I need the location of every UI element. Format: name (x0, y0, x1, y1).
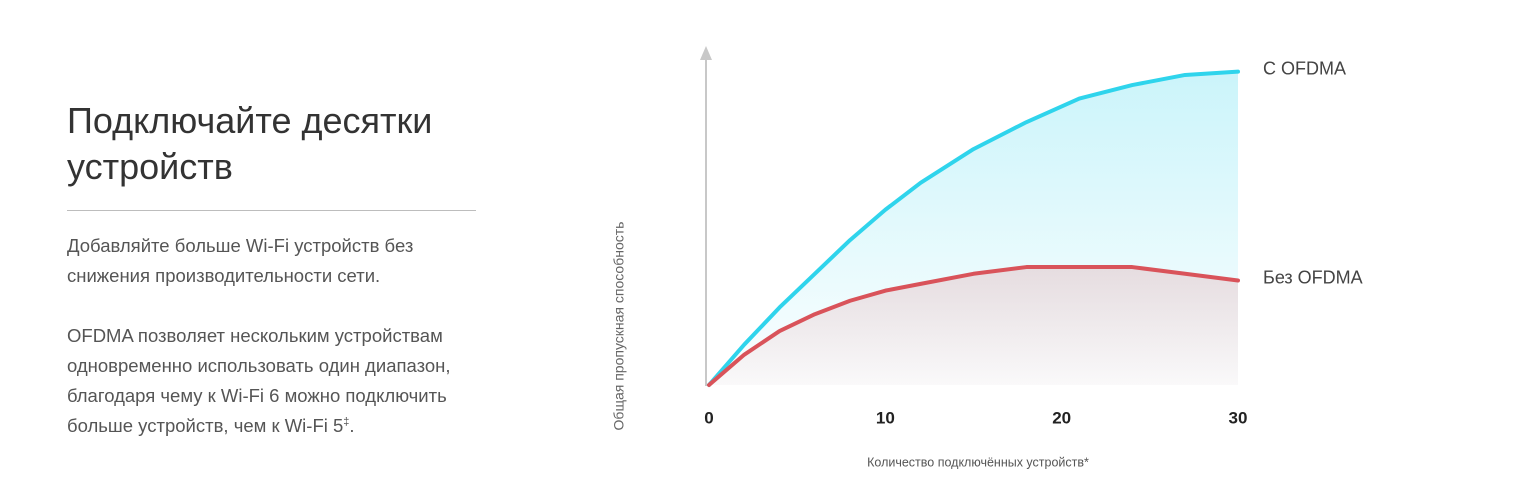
series-line (707, 69, 1240, 387)
x-tick-label: 10 (876, 408, 895, 427)
x-axis-label: Количество подключённых устройств* (867, 455, 1089, 469)
series-label: Без OFDMA (1263, 267, 1363, 287)
heading: Подключайте десятки устройств (67, 100, 433, 187)
paragraph: OFDMA позволяет нескольким устройствам о… (67, 321, 497, 441)
series-line (707, 265, 1240, 387)
series-label: С OFDMA (1263, 58, 1346, 78)
paragraph-end: . (349, 415, 355, 436)
paragraph: Добавляйте больше Wi-Fi устройств без сн… (67, 235, 414, 286)
x-tick-label: 30 (1229, 408, 1248, 427)
series-area (709, 267, 1238, 385)
text-block: Подключайте десятки устройств Добавляйте… (67, 98, 487, 441)
y-axis-label: Общая пропускная способность (611, 222, 627, 431)
paragraph-text: OFDMA позволяет нескольким устройствам о… (67, 325, 451, 436)
x-tick-label: 0 (704, 408, 713, 427)
divider (67, 210, 476, 211)
footnote-mark: ‡ (343, 415, 350, 428)
y-axis-arrow (700, 46, 712, 60)
x-tick-label: 20 (1052, 408, 1071, 427)
